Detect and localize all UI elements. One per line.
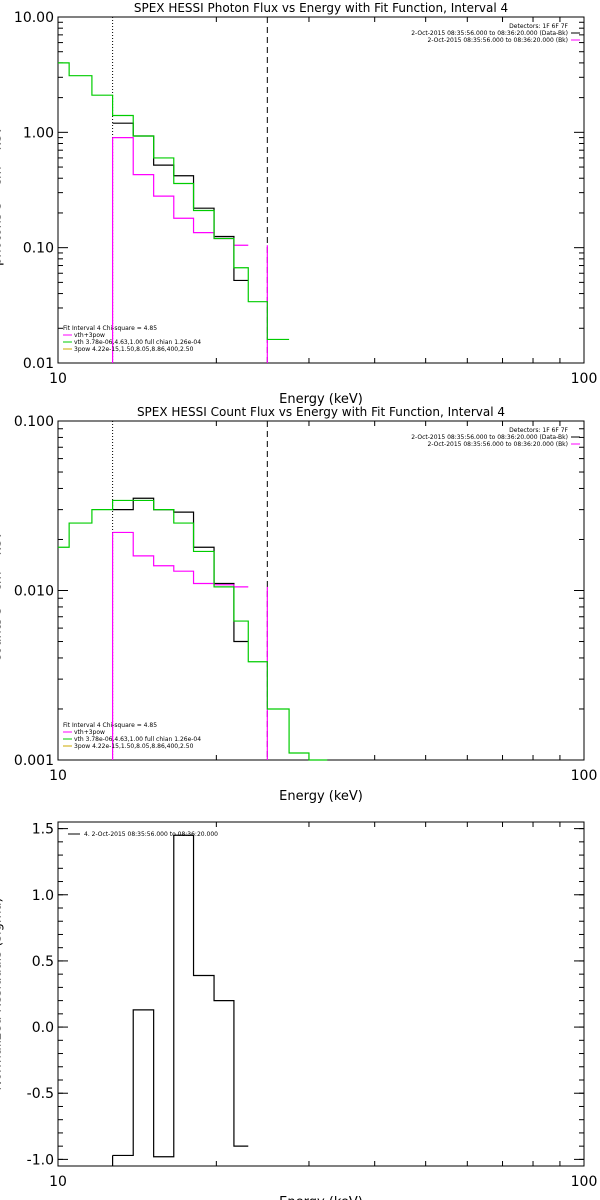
x-axis-label: Energy (keV) bbox=[279, 789, 363, 804]
legend-entry: vth 3.78e-06,4.63,1.00 full chian 1.26e-… bbox=[74, 339, 201, 346]
y-tick-label: 0.010 bbox=[14, 584, 54, 600]
header-line: 2-Oct-2015 08:35:56.000 to 08:36:20.000 … bbox=[411, 434, 568, 441]
legend-entry: vth+3pow bbox=[74, 729, 105, 736]
series-3-steps bbox=[58, 62, 290, 341]
chart-title: SPEX HESSI Count Flux vs Energy with Fit… bbox=[137, 405, 505, 419]
x-tick-label: 10 bbox=[49, 1174, 67, 1190]
x-tick-label: 100 bbox=[571, 1174, 598, 1190]
legend-entry: 3pow 4.22e-15,1.50,8.05,8.86,400,2.50 bbox=[74, 743, 194, 750]
legend-entry: vth+3pow bbox=[74, 332, 105, 339]
y-tick-label: 1.0 bbox=[32, 888, 54, 904]
y-tick-label: 0.10 bbox=[23, 241, 54, 257]
x-axis-label: Energy (keV) bbox=[279, 1195, 363, 1200]
x-axis-label: Energy (keV) bbox=[279, 392, 363, 407]
header-line: Detectors: 1F 6F 7F bbox=[509, 23, 568, 30]
series-2-steps bbox=[112, 531, 249, 588]
x-tick-label: 100 bbox=[571, 768, 598, 784]
chart-title: SPEX HESSI Photon Flux vs Energy with Fi… bbox=[134, 1, 508, 15]
y-axis-label: counts s⁻¹ cm⁻² keV⁻¹ bbox=[0, 519, 5, 662]
plot-frame bbox=[57, 821, 585, 1167]
plot-frame bbox=[57, 16, 585, 364]
y-tick-label: -1.0 bbox=[27, 1152, 54, 1168]
y-tick-label: 10.00 bbox=[14, 10, 54, 26]
y-tick-label: 0.5 bbox=[32, 954, 54, 970]
header-line: 2-Oct-2015 08:35:56.000 to 08:36:20.000 … bbox=[428, 37, 569, 44]
header-line: Detectors: 1F 6F 7F bbox=[509, 427, 568, 434]
chart-3: 10 100 Energy (keV) -1.0 -0.5 0.0 0.5 1.0 1.5 Nor… bbox=[0, 821, 598, 1200]
y-tick-label: 0.0 bbox=[32, 1020, 54, 1036]
plot-frame bbox=[57, 420, 585, 761]
legend-entry: vth 3.78e-06,4.63,1.00 full chian 1.26e-… bbox=[74, 736, 201, 743]
legend-entry: Fit Interval 4 Chi-square = 4.85 bbox=[63, 722, 157, 729]
legend-entry: Fit Interval 4 Chi-square = 4.85 bbox=[63, 325, 157, 332]
x-tick-label: 100 bbox=[571, 371, 598, 387]
y-axis-label: photons s⁻¹ cm⁻² keV⁻¹ bbox=[0, 114, 5, 266]
series-1-steps bbox=[112, 834, 249, 1158]
y-tick-label: 0.100 bbox=[14, 414, 54, 430]
series-1-steps bbox=[112, 497, 249, 643]
y-tick-label: 1.00 bbox=[23, 125, 54, 141]
legend-entry: 3pow 4.22e-15,1.50,8.05,8.86,400,2.50 bbox=[74, 346, 194, 353]
header-line: 2-Oct-2015 08:35:56.000 to 08:36:20.000 … bbox=[411, 30, 568, 37]
series-3-steps bbox=[58, 499, 328, 761]
x-tick-label: 10 bbox=[49, 371, 67, 387]
x-tick-label: 10 bbox=[49, 768, 67, 784]
y-tick-label: 0.01 bbox=[23, 356, 54, 372]
y-tick-label: 1.5 bbox=[32, 822, 54, 838]
y-tick-label: 0.001 bbox=[14, 753, 54, 769]
header-line: 2-Oct-2015 08:35:56.000 to 08:36:20.000 … bbox=[428, 441, 569, 448]
y-axis-label: Normalized Residuals (sigma) bbox=[0, 897, 5, 1090]
chart-2: SPEX HESSI Count Flux vs Energy with Fit… bbox=[0, 405, 597, 804]
chart-1: SPEX HESSI Photon Flux vs Energy with Fi… bbox=[0, 1, 597, 407]
legend-entry: 4. 2-Oct-2015 08:35:56.000 to 08:36:20.0… bbox=[84, 831, 218, 838]
y-tick-label: -0.5 bbox=[27, 1086, 54, 1102]
series-2-steps bbox=[112, 137, 249, 246]
